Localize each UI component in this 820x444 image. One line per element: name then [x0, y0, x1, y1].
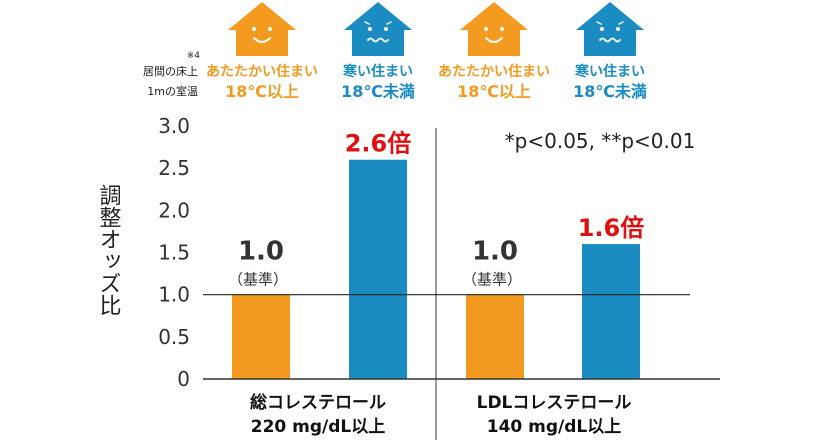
header-labels: ※4 居間の床上 1mの室温 あたたかい住まい 18℃以上 寒い住まい 18℃未…: [143, 51, 647, 101]
warm-house-icon: [228, 2, 296, 56]
y-tick-label: 0.5: [158, 325, 190, 349]
header-3-line1: あたたかい住まい: [438, 63, 550, 80]
category-1-line2: 220 mg/dL以上: [251, 417, 386, 437]
warm-house-icon: [460, 2, 528, 56]
bar: [466, 294, 524, 379]
category-2-line1: LDLコレステロール: [477, 393, 632, 413]
bar: [349, 159, 407, 379]
bar-value-label: 2.6倍: [345, 130, 412, 158]
y-tick-label: 0: [177, 367, 190, 391]
row-label-line1: 居間の床上: [143, 64, 198, 78]
header-4-line2: 18℃未満: [573, 82, 647, 101]
value-labels: 1.0 （基準） 2.6倍 1.0 （基準） 1.6倍: [228, 130, 644, 289]
bar: [232, 294, 290, 379]
y-tick-label: 1.5: [158, 241, 190, 265]
y-tick-label: 1.0: [158, 283, 190, 307]
bar-baseline-label: （基準）: [228, 271, 288, 289]
bar: [582, 244, 640, 379]
header-2-line2: 18℃未満: [341, 82, 415, 101]
bar-value-label: 1.0: [238, 237, 284, 267]
row-label-line2: 1mの室温: [147, 84, 198, 98]
bar-value-label: 1.6倍: [578, 214, 645, 242]
cold-house-icon: [576, 2, 644, 56]
header-4-line1: 寒い住まい: [575, 63, 645, 80]
y-tick-label: 2.0: [158, 198, 190, 222]
bar-value-label: 1.0: [472, 237, 518, 267]
category-labels: 総コレステロール 220 mg/dL以上 LDLコレステロール 140 mg/d…: [250, 392, 631, 437]
bars: [232, 159, 640, 379]
header-1-line2: 18℃以上: [225, 82, 299, 101]
header-2-line1: 寒い住まい: [343, 63, 413, 80]
y-axis-label: 調整オッズ比: [96, 184, 122, 316]
y-tick-label: 3.0: [158, 114, 190, 138]
category-1-line1: 総コレステロール: [250, 392, 386, 413]
row-label-note: ※4: [187, 51, 201, 61]
header-1-line1: あたたかい住まい: [206, 63, 318, 80]
y-axis-ticks: 0 0.5 1.0 1.5 2.0 2.5 3.0: [158, 114, 190, 391]
y-tick-label: 2.5: [158, 156, 190, 180]
significance-note: *p<0.05, **p<0.01: [505, 129, 696, 153]
cold-house-icon: [344, 2, 412, 56]
category-2-line2: 140 mg/dL以上: [487, 417, 622, 437]
bar-baseline-label: （基準）: [462, 271, 522, 289]
header-3-line2: 18℃以上: [457, 82, 531, 101]
header-icons: [228, 2, 644, 56]
